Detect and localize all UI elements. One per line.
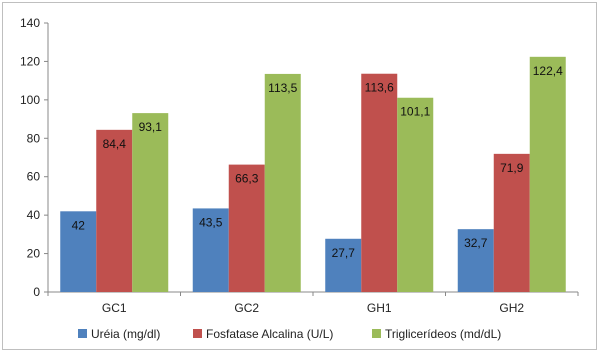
y-tick-label: 140 [20, 16, 40, 30]
data-label: 42 [72, 218, 86, 232]
legend-label: Triglicerídeos (md/dL) [385, 327, 501, 341]
data-label: 27,7 [332, 246, 356, 260]
y-tick-label: 120 [20, 54, 40, 68]
y-tick-label: 100 [20, 93, 40, 107]
legend-swatch [78, 329, 87, 338]
bar [457, 229, 494, 292]
data-label: 32,7 [464, 236, 488, 250]
bar [132, 113, 169, 293]
bar [192, 208, 229, 292]
data-label: 113,6 [365, 81, 394, 95]
x-tick-label: GC2 [234, 301, 259, 315]
bar [60, 211, 97, 292]
data-label: 71,9 [500, 161, 524, 175]
y-tick-label: 40 [27, 208, 41, 222]
bar [264, 73, 301, 293]
data-label: 84,4 [103, 137, 127, 151]
legend-label: Fosfatase Alcalina (U/L) [206, 327, 333, 341]
bar [529, 56, 566, 293]
bar [96, 129, 133, 292]
x-tick-label: GH1 [367, 301, 392, 315]
y-tick-label: 60 [27, 170, 41, 184]
data-label: 66,3 [235, 172, 259, 186]
bar [325, 238, 362, 292]
x-tick-label: GH2 [499, 301, 524, 315]
x-tick-label: GC1 [102, 301, 127, 315]
bar [361, 73, 398, 293]
legend-swatch [193, 329, 202, 338]
data-label: 43,5 [199, 215, 223, 229]
y-tick-label: 80 [27, 131, 41, 145]
y-tick-label: 0 [33, 285, 40, 299]
data-label: 93,1 [139, 120, 163, 134]
bar [228, 164, 265, 292]
bar [397, 97, 434, 293]
y-tick-label: 20 [27, 247, 41, 261]
legend-swatch [372, 329, 381, 338]
data-label: 101,1 [400, 105, 430, 119]
data-label: 122,4 [533, 64, 563, 78]
data-label: 113,5 [268, 81, 297, 95]
legend-label: Uréia (mg/dl) [91, 327, 160, 341]
bar [493, 153, 530, 292]
